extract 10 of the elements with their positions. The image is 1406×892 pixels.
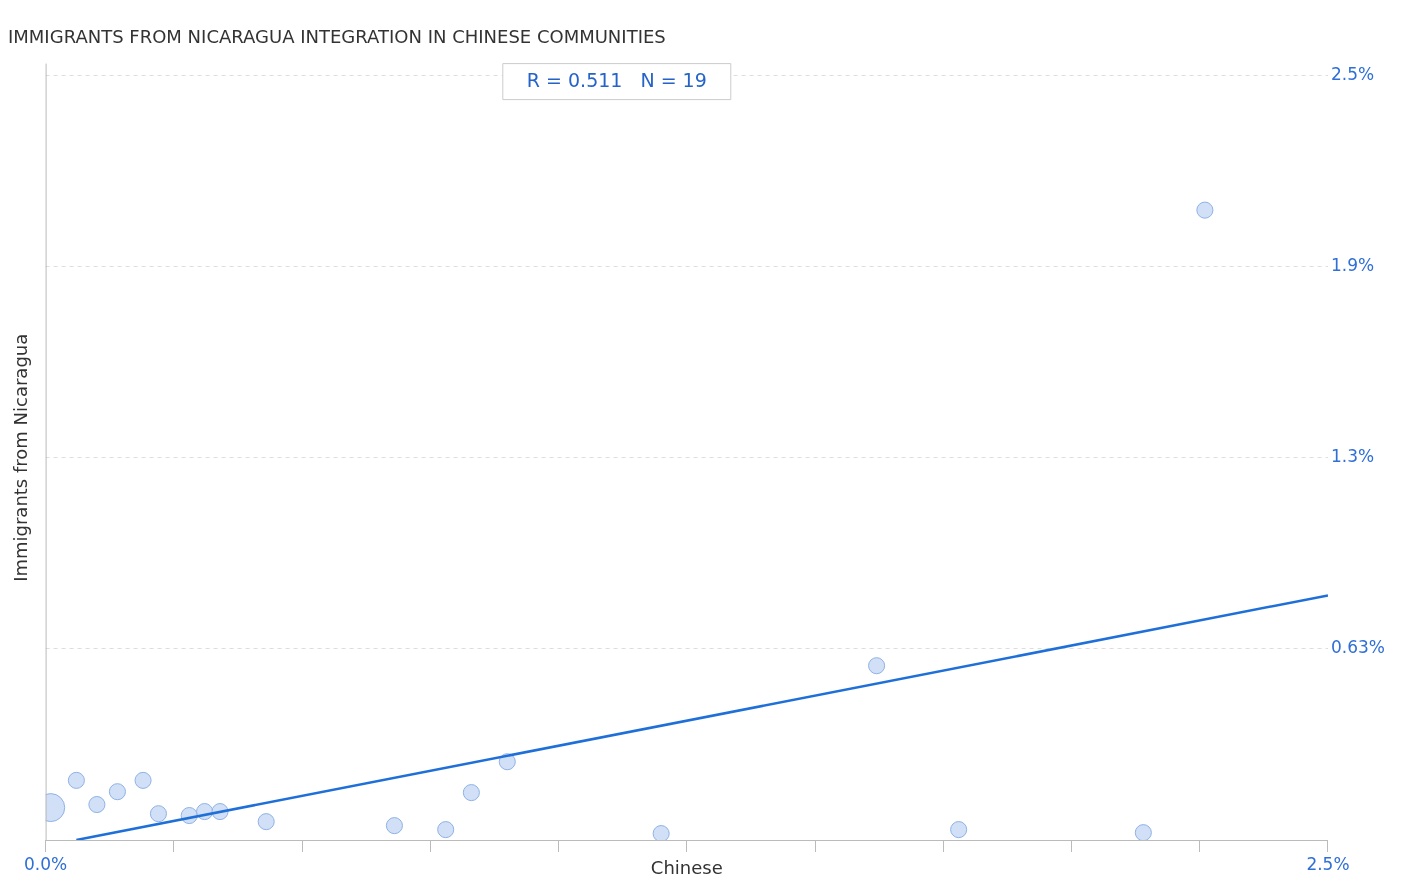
annotation: N = 19: [640, 68, 707, 91]
y-tick-label: 1.3%: [1331, 446, 1375, 467]
y-axis-title: Immigrants from Nicaragua: [10, 333, 32, 582]
y-tick-label: 0.63%: [1331, 637, 1386, 658]
y-tick-label: 2.5%: [1331, 64, 1375, 85]
chart-title: IMMIGRANTS FROM NICARAGUA INTEGRATION IN CHINESE COMMUNITIES: [8, 26, 666, 48]
x-axis-title: Chinese: [650, 856, 723, 878]
annotation: R = 0.511: [526, 68, 623, 91]
y-tick-label: 1.9%: [1331, 255, 1375, 276]
x-tick-label: 0.0%: [24, 853, 68, 874]
